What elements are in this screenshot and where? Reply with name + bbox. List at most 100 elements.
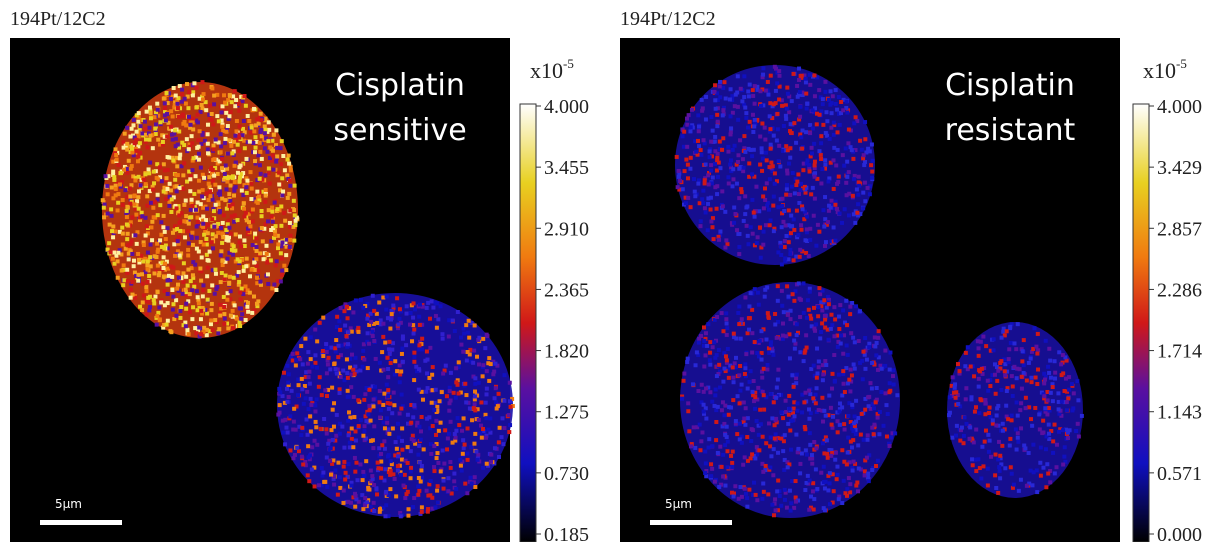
pixel — [232, 194, 236, 198]
pixel — [406, 514, 410, 518]
pixel — [399, 473, 403, 477]
pixel — [892, 382, 896, 386]
pixel — [296, 393, 300, 397]
pixel — [335, 413, 339, 417]
pixel — [785, 234, 789, 238]
pixel — [260, 226, 264, 230]
pixel — [999, 388, 1003, 392]
scale-bar-label: 5µm — [665, 497, 692, 511]
pixel — [295, 351, 299, 355]
pixel — [464, 323, 468, 327]
pixel — [788, 356, 792, 360]
pixel — [787, 240, 791, 244]
pixel — [202, 326, 206, 330]
pixel — [965, 422, 969, 426]
pixel — [750, 351, 754, 355]
pixel — [686, 196, 690, 200]
pixel — [267, 208, 271, 212]
pixel — [202, 92, 206, 96]
pixel — [846, 414, 850, 418]
pixel — [166, 278, 170, 282]
pixel — [1051, 399, 1055, 403]
pixel — [111, 196, 115, 200]
pixel — [743, 366, 747, 370]
pixel — [169, 188, 173, 192]
pixel — [798, 255, 802, 259]
pixel — [718, 385, 722, 389]
pixel — [736, 311, 740, 315]
pixel — [130, 239, 134, 243]
pixel — [275, 259, 279, 263]
pixel — [827, 204, 831, 208]
pixel — [775, 112, 779, 116]
pixel — [251, 141, 255, 145]
pixel — [508, 423, 512, 427]
pixel — [1064, 377, 1068, 381]
pixel — [804, 448, 808, 452]
pixel — [320, 466, 324, 470]
pixel — [348, 445, 352, 449]
pixel — [779, 245, 783, 249]
pixel — [372, 509, 376, 513]
pixel — [401, 337, 405, 341]
pixel — [970, 457, 974, 461]
pixel — [276, 242, 280, 246]
pixel — [134, 213, 138, 217]
pixel — [220, 157, 224, 161]
pixel — [814, 446, 818, 450]
pixel — [229, 110, 233, 114]
pixel — [485, 333, 489, 337]
pixel — [368, 408, 372, 412]
pixel — [791, 418, 795, 422]
pixel — [233, 134, 237, 138]
pixel — [1055, 443, 1059, 447]
pixel — [488, 416, 492, 420]
pixel — [811, 126, 815, 130]
pixel — [466, 458, 470, 462]
pixel — [824, 240, 828, 244]
pixel — [434, 314, 438, 318]
pixel — [367, 488, 371, 492]
pixel — [301, 362, 305, 366]
pixel — [761, 435, 765, 439]
pixel — [689, 156, 693, 160]
pixel — [462, 331, 466, 335]
pixel — [811, 186, 815, 190]
pixel — [293, 213, 297, 217]
pixel — [280, 273, 284, 277]
pixel — [125, 237, 129, 241]
pixel — [958, 369, 962, 373]
pixel — [753, 215, 757, 219]
pixel — [149, 201, 153, 205]
pixel — [507, 413, 511, 417]
pixel — [452, 391, 456, 395]
pixel — [798, 462, 802, 466]
pixel — [293, 184, 297, 188]
pixel — [1077, 435, 1081, 439]
pixel — [832, 121, 836, 125]
pixel — [799, 135, 803, 139]
pixel — [824, 110, 828, 114]
pixel — [281, 154, 285, 158]
pixel — [740, 317, 744, 321]
pixel — [393, 477, 397, 481]
pixel — [717, 485, 721, 489]
pixel — [721, 113, 725, 117]
pixel — [462, 446, 466, 450]
pixel — [794, 433, 798, 437]
pixel — [222, 295, 226, 299]
pixel — [812, 73, 816, 77]
pixel — [723, 443, 727, 447]
pixel — [1007, 347, 1011, 351]
pixel — [254, 146, 258, 150]
pixel — [164, 118, 168, 122]
pixel — [760, 146, 764, 150]
pixel — [718, 166, 722, 170]
pixel — [174, 144, 178, 148]
pixel — [1027, 451, 1031, 455]
pixel — [171, 295, 175, 299]
pixel — [146, 268, 150, 272]
pixel — [308, 414, 312, 418]
pixel — [317, 385, 321, 389]
pixel — [123, 132, 127, 136]
